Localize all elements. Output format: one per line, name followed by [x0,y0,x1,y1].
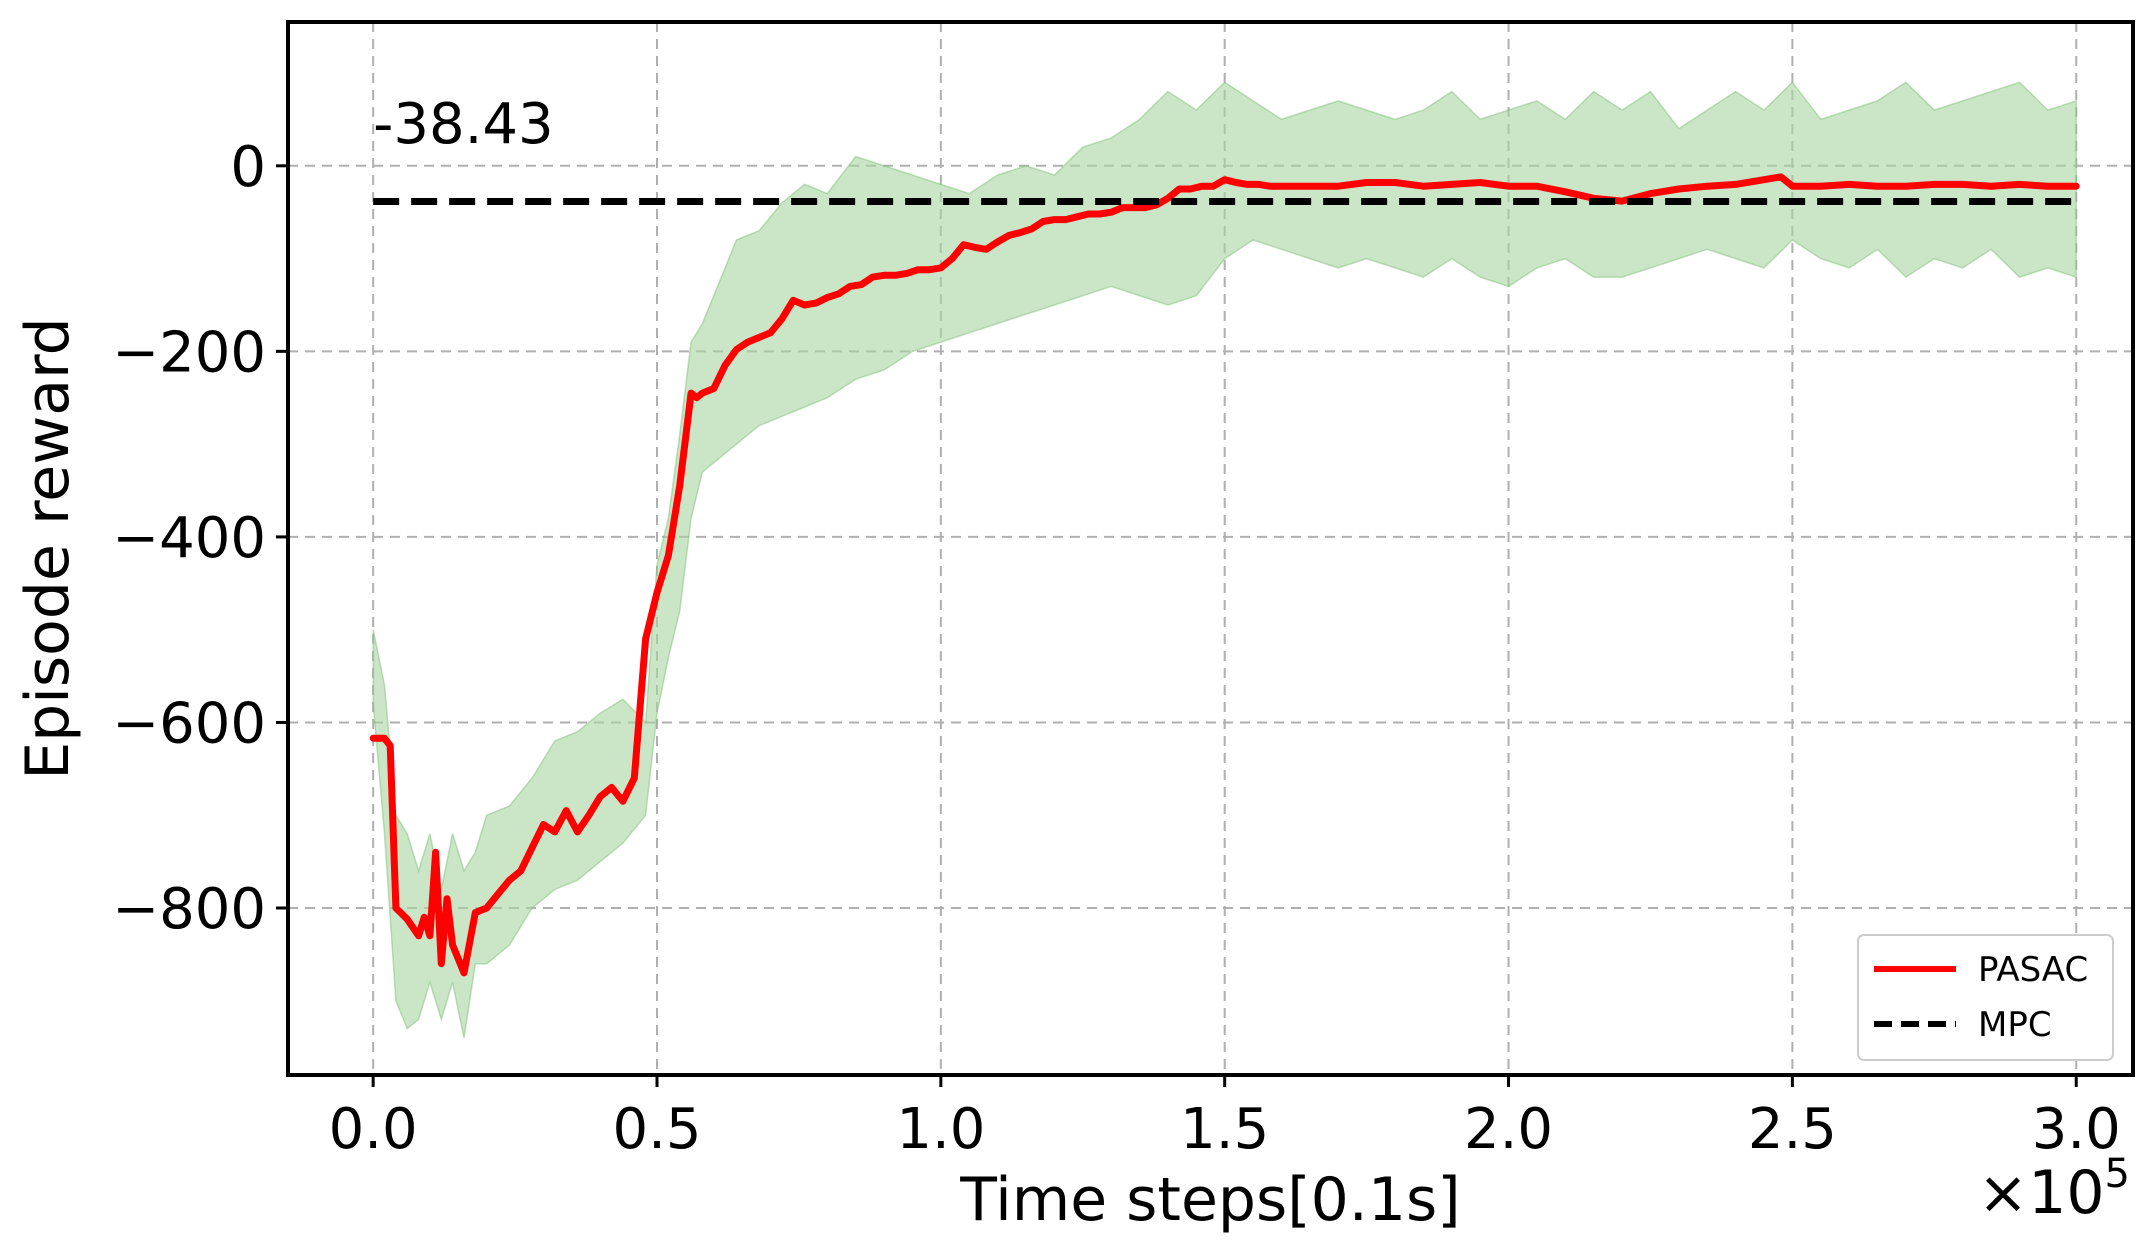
y-tick-label: −400 [112,506,266,571]
plot-frame [286,20,2135,1077]
legend: PASAC MPC [1857,934,2114,1061]
x-axis-label: Time steps[0.1s] [959,1165,1460,1235]
y-axis-label: Episode reward [13,317,83,780]
x-tick-label: 2.5 [1748,1097,1837,1162]
x-offset-exponent: 5 [2105,1151,2130,1197]
x-tick-label: 1.0 [896,1097,985,1162]
x-axis-offset-label: ×105 [1978,1151,2130,1228]
legend-label-pasac: PASAC [1978,950,2088,990]
y-tick-label: −600 [112,691,266,756]
y-tick-label: −800 [112,877,266,942]
x-tick-label: 2.0 [1464,1097,1553,1162]
x-tick-label: 0.0 [329,1097,418,1162]
pasac-std-band [372,81,2077,1039]
y-tick-label: 0 [230,135,266,200]
x-tick-label: 1.5 [1180,1097,1269,1162]
x-offset-base: ×10 [1978,1158,2105,1228]
mpc-value-annotation: -38.43 [373,92,554,157]
series-line-pasac [369,173,2080,977]
x-tick-label: 0.5 [612,1097,701,1162]
confidence-band [372,81,2077,1039]
legend-label-mpc: MPC [1978,1005,2052,1045]
ticks: 0.0 0.5 1.0 1.5 2.0 2.5 3.0 0 −200 −400 −600 −800 [112,135,2121,1162]
x-tick-label: 3.0 [2032,1097,2121,1162]
y-tick-label: −200 [112,320,266,385]
series-lines [369,173,2080,977]
